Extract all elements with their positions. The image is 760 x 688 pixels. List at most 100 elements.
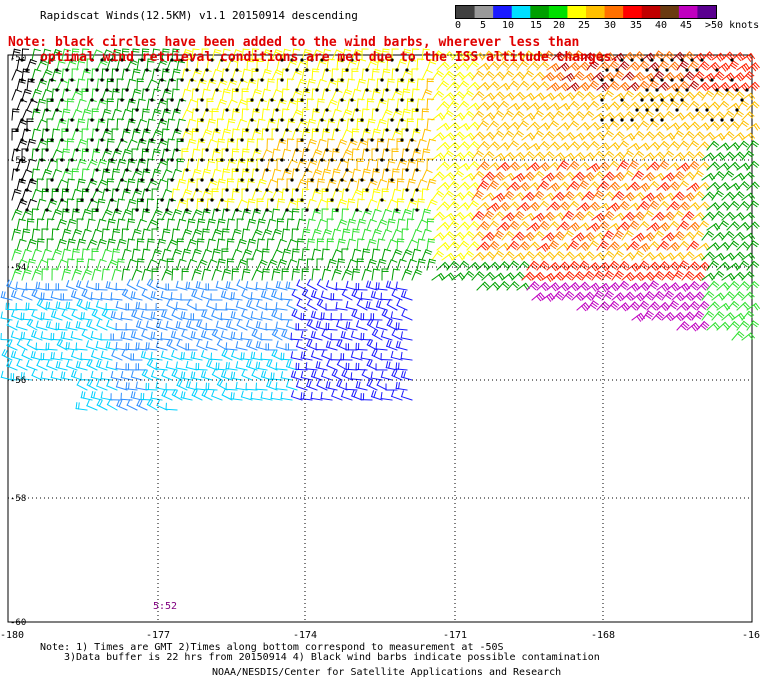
wind-barb: [666, 235, 672, 242]
wind-barb: [108, 238, 116, 242]
wind-barb: [39, 98, 47, 102]
wind-barb: [40, 259, 48, 263]
wind-barb: [543, 180, 550, 186]
wind-barb: [633, 241, 640, 247]
wind-barb: [698, 71, 705, 77]
wind-barb: [20, 259, 28, 263]
wind-barb: [272, 208, 281, 211]
wind-barb: [731, 85, 737, 92]
wind-barb: [526, 52, 533, 58]
wind-barb: [227, 140, 235, 143]
wind-barb: [456, 240, 465, 251]
wind-barb: [468, 174, 474, 181]
wind-barb: [71, 89, 78, 101]
wind-barb: [406, 78, 410, 91]
wind-barb: [343, 228, 351, 231]
wind-barb: [617, 153, 624, 160]
wind-barb: [35, 269, 43, 273]
wind-barb: [493, 220, 500, 226]
wind-barb: [315, 49, 323, 54]
wind-barb: [546, 102, 557, 111]
wind-barb: [211, 229, 217, 241]
wind-barb: [736, 162, 747, 171]
wind-barb: [701, 230, 710, 241]
wind-barb: [507, 273, 514, 280]
wind-barb: [646, 120, 655, 131]
wind-barb: [681, 262, 688, 268]
wind-barb: [701, 90, 710, 101]
wind-barb: [218, 181, 226, 184]
wind-barb: [471, 190, 480, 201]
wind-barb: [91, 268, 96, 281]
wind-barb: [322, 248, 330, 251]
wind-barb: [287, 281, 291, 289]
wind-barb: [471, 150, 480, 161]
wind-barb: [366, 199, 372, 211]
wind-barb: [366, 218, 372, 231]
wind-barb: [206, 238, 210, 251]
wind-barb: [677, 153, 684, 160]
wind-barb: [146, 219, 153, 231]
wind-barb: [205, 249, 213, 253]
wind-barb: [676, 260, 685, 271]
wind-barb: [231, 249, 237, 261]
wind-barb: [676, 75, 682, 82]
wind-barb: [321, 148, 327, 161]
wind-barb: [246, 118, 251, 131]
wind-barb: [698, 91, 705, 97]
wind-barb: [46, 58, 50, 71]
wind-barb: [355, 189, 363, 194]
wind-barb: [677, 172, 683, 179]
wind-barb: [444, 221, 450, 228]
wind-barb: [516, 112, 523, 118]
wind-barb: [576, 161, 586, 171]
wind-barb: [424, 128, 432, 132]
wind-barb: [491, 205, 497, 212]
wind-barb: [491, 242, 498, 248]
wind-barb: [326, 79, 332, 91]
wind-barb: [161, 209, 168, 221]
wind-barb: [303, 228, 311, 231]
wind-barb: [31, 48, 36, 61]
wind-barb: [686, 261, 696, 271]
wind-barb: [221, 68, 224, 81]
wind-barb: [704, 261, 710, 268]
wind-barb: [634, 121, 640, 128]
wind-barb: [292, 270, 300, 273]
wind-barb: [591, 252, 602, 261]
wind-barb: [142, 108, 150, 111]
wind-barb: [681, 102, 688, 108]
wind-barb: [136, 98, 140, 111]
wind-barb: [556, 142, 567, 151]
wind-barb: [476, 180, 485, 191]
wind-barb: [266, 179, 272, 191]
wind-barb: [406, 239, 413, 251]
wind-barb: [55, 149, 63, 154]
wind-barb: [166, 178, 169, 191]
wind-barb: [46, 218, 49, 231]
wind-barb: [16, 158, 22, 171]
wind-barb: [595, 75, 602, 82]
wind-barb: [506, 121, 516, 131]
wind-barb: [666, 220, 675, 231]
wind-barb: [508, 174, 514, 181]
wind-barb: [731, 191, 741, 201]
wind-barb: [493, 240, 500, 247]
wind-barb: [150, 219, 158, 224]
wind-barb: [366, 98, 369, 111]
wind-barb: [741, 271, 751, 281]
wind-barb: [61, 168, 67, 181]
wind-barb: [631, 211, 641, 221]
wind-barb: [701, 51, 711, 61]
wind-barb: [294, 71, 302, 76]
wind-barb: [526, 201, 536, 211]
wind-barb: [636, 252, 643, 258]
wind-barb: [261, 68, 266, 81]
wind-barb: [266, 58, 270, 71]
wind-barb: [256, 238, 259, 251]
wind-barb: [481, 142, 488, 149]
wind-barb: [276, 178, 279, 191]
wind-barb: [496, 161, 506, 171]
wind-barb: [317, 178, 325, 181]
wind-barb: [727, 53, 734, 59]
